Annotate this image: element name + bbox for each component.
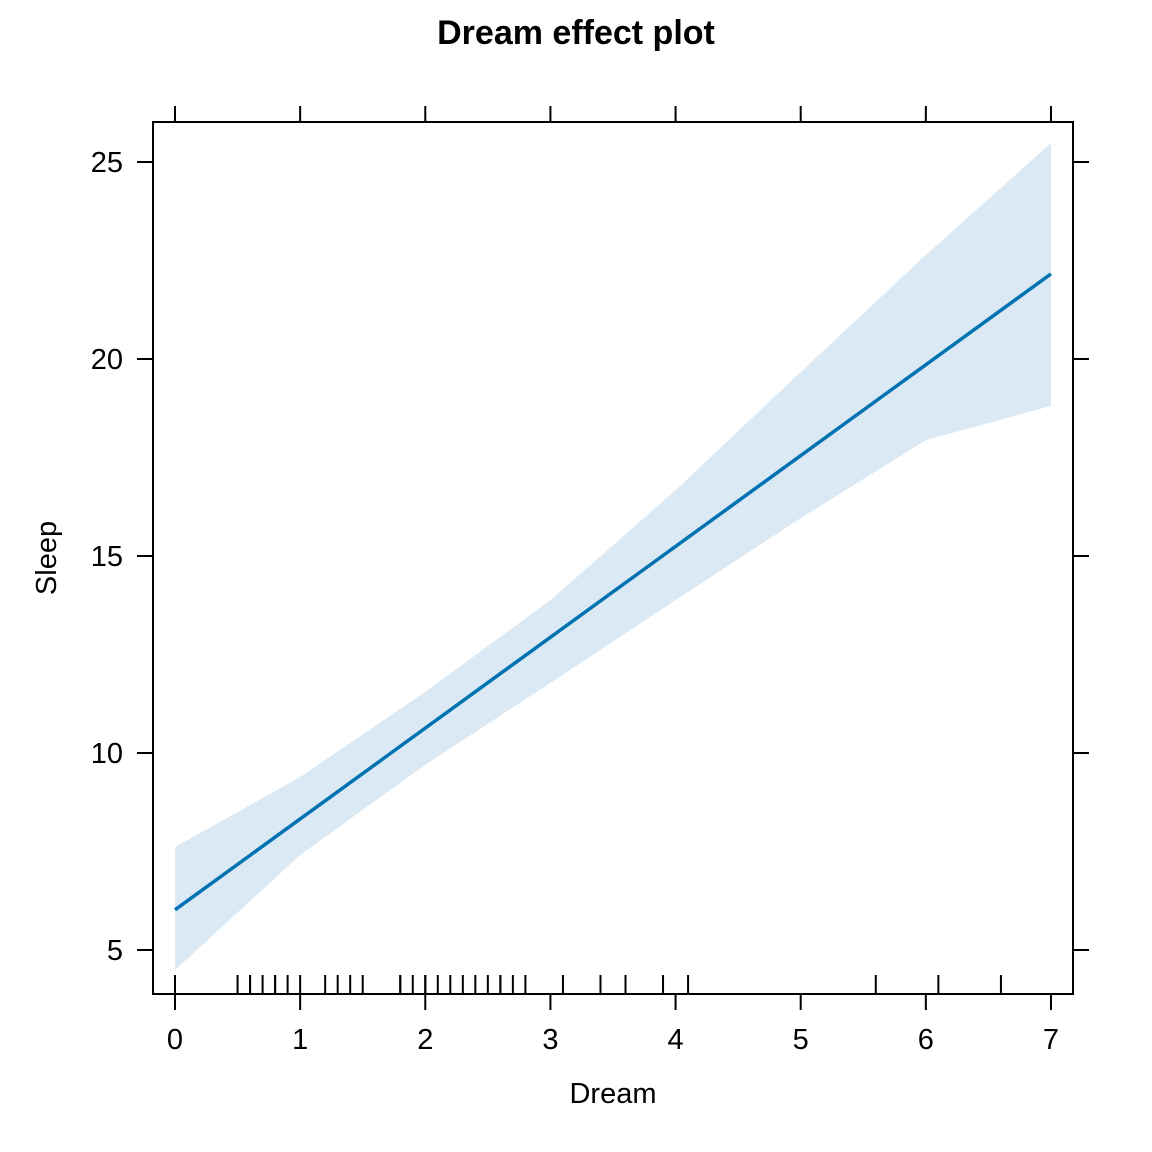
fit-line [173,272,1053,912]
confidence-band [175,143,1051,971]
x-tick-label: 2 [417,1024,433,1056]
x-tick-label: 7 [1043,1024,1059,1056]
plot-frame [152,121,1074,995]
x-tick-label: 5 [793,1024,809,1056]
x-tick-label: 4 [667,1024,683,1056]
x-tick-label: 6 [918,1024,934,1056]
y-tick-label: 25 [91,147,123,179]
y-tick-label: 15 [91,541,123,573]
chart-title: Dream effect plot [437,14,715,52]
x-tick-label: 3 [542,1024,558,1056]
y-tick-label: 10 [91,738,123,770]
x-tick-label: 1 [292,1024,308,1056]
y-tick-label: 5 [107,935,123,967]
y-axis-label: Sleep [31,521,63,595]
y-tick-label: 20 [91,344,123,376]
x-axis-label: Dream [569,1078,656,1110]
x-tick-label: 0 [167,1024,183,1056]
